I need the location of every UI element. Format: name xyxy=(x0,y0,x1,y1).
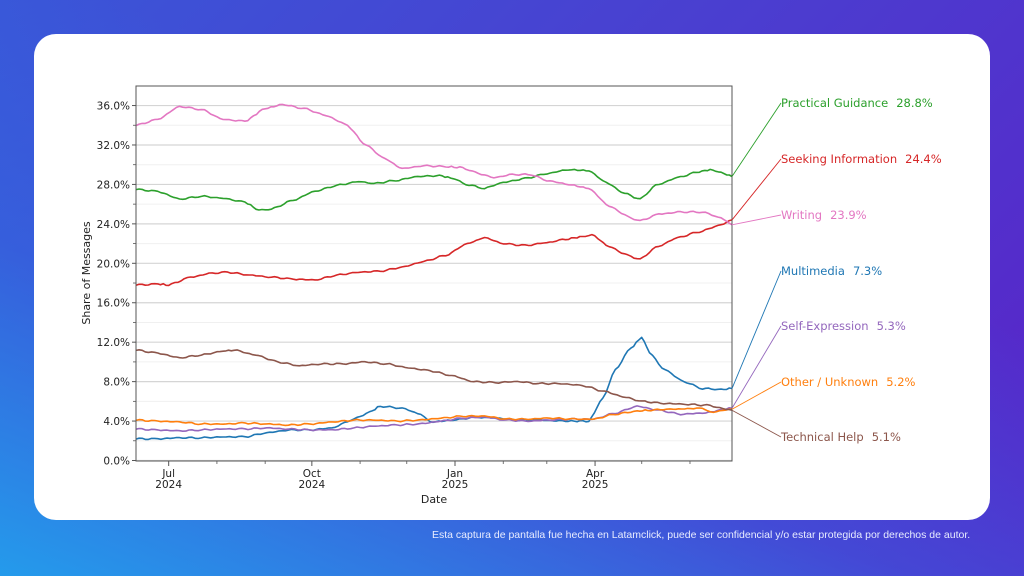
x-axis-title: Date xyxy=(421,493,448,506)
legend-label-technical-help: Technical Help 5.1% xyxy=(780,430,901,444)
legend-connector-writing xyxy=(731,214,782,226)
y-axis-title: Share of Messages xyxy=(80,221,93,325)
legend-series-value: 28.8% xyxy=(896,96,933,110)
legend-series-name: Multimedia xyxy=(781,264,845,278)
series-line-other-unknown xyxy=(135,407,732,427)
series-line-seeking-information xyxy=(135,219,733,287)
series-line-practical-guidance xyxy=(135,168,733,211)
legend: Practical Guidance 28.8% Seeking Informati… xyxy=(731,96,942,444)
plot-frame xyxy=(135,85,733,462)
legend-label-self-expression: Self-Expression 5.3% xyxy=(781,319,906,333)
y-axis: 0.0% 4.0% 8.0% 12.0% 16.0% 20.0% 24.0% 28.0% 32.… xyxy=(97,101,136,468)
series-line-technical-help xyxy=(135,349,733,411)
x-tick-label-year: 2024 xyxy=(155,479,182,491)
legend-series-value: 5.1% xyxy=(872,430,901,444)
legend-label-seeking-information: Seeking Information 24.4% xyxy=(781,152,942,166)
legend-label-other-unknown: Other / Unknown 5.2% xyxy=(781,375,916,389)
legend-series-value: 24.4% xyxy=(905,152,942,166)
legend-label-writing: Writing 23.9% xyxy=(781,208,867,222)
y-tick-label: 24.0% xyxy=(97,219,130,231)
legend-series-value: 7.3% xyxy=(853,264,882,278)
y-tick-label: 4.0% xyxy=(103,416,130,428)
legend-series-name: Seeking Information xyxy=(781,152,897,166)
x-tick-label-year: 2024 xyxy=(298,479,325,491)
legend-series-value: 23.9% xyxy=(830,208,867,222)
legend-series-name: Technical Help xyxy=(780,430,864,444)
y-tick-label: 0.0% xyxy=(103,456,130,468)
legend-label-practical-guidance: Practical Guidance 28.8% xyxy=(781,96,933,110)
legend-label-multimedia: Multimedia 7.3% xyxy=(781,264,882,278)
series-line-writing xyxy=(135,103,733,226)
y-tick-label: 8.0% xyxy=(103,377,130,389)
series-line-self-expression xyxy=(135,405,733,432)
legend-connector-practical-guidance xyxy=(731,102,782,177)
y-tick-label: 12.0% xyxy=(97,337,130,349)
legend-series-name: Writing xyxy=(781,208,822,222)
y-tick-label: 16.0% xyxy=(97,298,130,310)
x-tick-label-year: 2025 xyxy=(442,479,469,491)
y-tick-label: 36.0% xyxy=(97,101,130,113)
grid-lines xyxy=(136,104,732,462)
legend-series-name: Practical Guidance xyxy=(781,96,888,110)
legend-series-name: Other / Unknown xyxy=(781,375,878,389)
footer-disclaimer: Esta captura de pantalla fue hecha en La… xyxy=(432,529,971,541)
legend-connector-self-expression xyxy=(731,325,782,409)
series-lines xyxy=(135,103,733,441)
x-tick-label-month: Jan xyxy=(446,468,463,480)
legend-connector-multimedia xyxy=(731,270,782,389)
legend-series-value: 5.2% xyxy=(886,375,915,389)
x-tick-label-year: 2025 xyxy=(582,479,609,491)
legend-connector-technical-help xyxy=(731,409,782,438)
x-tick-label-month: Oct xyxy=(303,468,321,480)
legend-series-name: Self-Expression xyxy=(781,319,869,333)
y-tick-label: 32.0% xyxy=(97,140,130,152)
x-tick-label-month: Jul xyxy=(161,468,175,480)
legend-series-value: 5.3% xyxy=(877,319,906,333)
y-tick-label: 20.0% xyxy=(97,258,130,270)
y-tick-label: 28.0% xyxy=(97,179,130,191)
legend-connector-other-unknown xyxy=(731,381,782,410)
legend-connector-seeking-information xyxy=(731,158,782,221)
x-tick-label-month: Apr xyxy=(586,468,605,480)
